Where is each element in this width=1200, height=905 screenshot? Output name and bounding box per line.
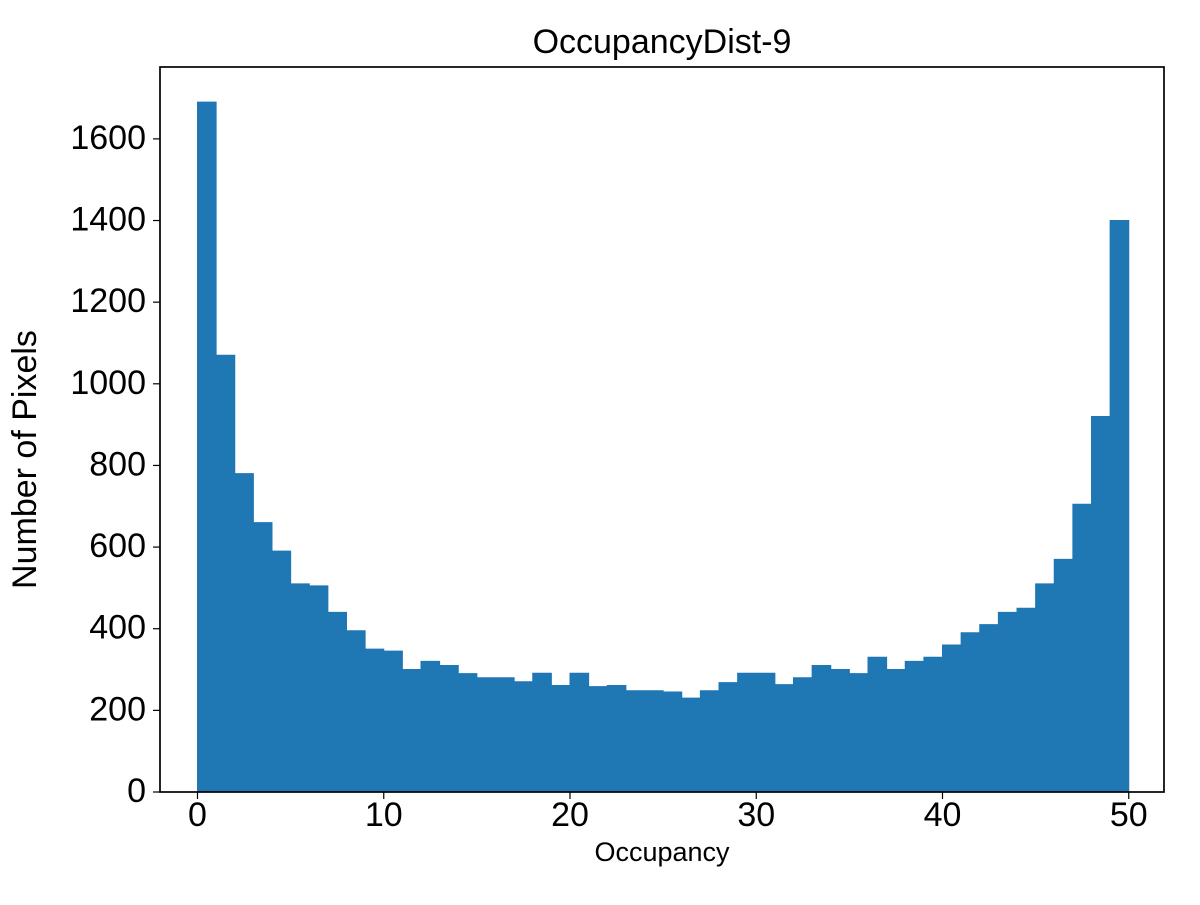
svg-text:1000: 1000 — [70, 364, 146, 402]
svg-text:1400: 1400 — [70, 201, 146, 239]
svg-text:800: 800 — [89, 445, 146, 483]
svg-text:200: 200 — [89, 690, 146, 728]
svg-text:Number of Pixels: Number of Pixels — [6, 330, 44, 589]
svg-text:1600: 1600 — [70, 119, 146, 157]
svg-text:0: 0 — [127, 772, 146, 810]
svg-text:OccupancyDist-9: OccupancyDist-9 — [533, 23, 792, 61]
svg-text:10: 10 — [365, 796, 403, 834]
svg-text:30: 30 — [737, 796, 775, 834]
svg-text:40: 40 — [924, 796, 962, 834]
svg-text:400: 400 — [89, 609, 146, 647]
svg-text:0: 0 — [188, 796, 207, 834]
svg-text:1200: 1200 — [70, 282, 146, 320]
svg-text:600: 600 — [89, 527, 146, 565]
svg-text:20: 20 — [551, 796, 589, 834]
svg-text:Occupancy: Occupancy — [594, 837, 730, 867]
svg-text:50: 50 — [1110, 796, 1148, 834]
